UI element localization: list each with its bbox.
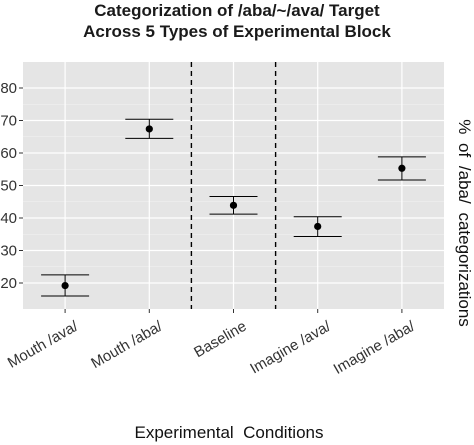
x-tick-label: Mouth /aba/ xyxy=(88,317,166,372)
y-tick-label: 50 xyxy=(0,178,17,195)
data-point-group xyxy=(293,216,342,238)
data-point-group xyxy=(125,118,174,139)
y-axis-title: % of /aba/ categorizations xyxy=(455,119,474,327)
y-tick-label: 30 xyxy=(0,243,17,260)
y-tick-label: 70 xyxy=(0,113,17,130)
data-point xyxy=(229,201,238,209)
chart-title: Categorization of /aba/~/ava/ Target Acr… xyxy=(0,0,474,42)
data-point-group xyxy=(377,156,426,181)
x-tick-label: Baseline xyxy=(191,318,249,361)
gridlines xyxy=(23,62,444,309)
data-point-group xyxy=(41,274,90,297)
data-point xyxy=(398,164,406,172)
data-point xyxy=(61,282,69,290)
y-tick-label: 80 xyxy=(0,80,17,97)
x-tick-label: Imagine /ava/ xyxy=(247,317,334,377)
data-point-group xyxy=(209,196,258,215)
x-tick-label: Imagine /aba/ xyxy=(331,317,419,378)
chart-title-line-1: Categorization of /aba/~/ava/ Target xyxy=(94,1,380,20)
data-points xyxy=(41,118,426,297)
x-tick-label: Mouth /ava/ xyxy=(5,317,82,371)
y-tick-label: 40 xyxy=(0,210,17,227)
y-tick-label: 20 xyxy=(0,275,17,292)
data-point xyxy=(145,125,153,133)
y-axis: 20 30 40 50 60 70 80 xyxy=(0,80,23,292)
x-axis-title: Experimental Conditions xyxy=(135,423,324,442)
data-point xyxy=(314,222,322,231)
y-tick-label: 60 xyxy=(0,145,17,162)
chart-title-line-2: Across 5 Types of Experimental Block xyxy=(83,22,391,41)
